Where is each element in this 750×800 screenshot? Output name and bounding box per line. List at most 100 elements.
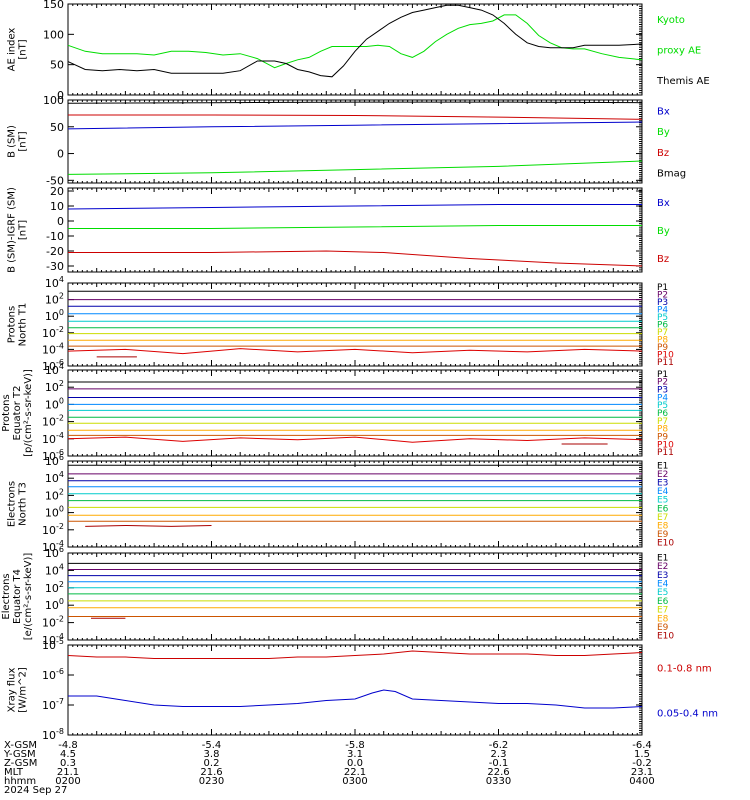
legend-label: E2 (657, 562, 668, 572)
y-axis-label: B (SM) (7, 125, 18, 158)
y-tick-label: 150 (43, 0, 64, 11)
y-tick-label: -10 (46, 230, 64, 243)
y-axis-label: Equator T2 (12, 386, 23, 441)
legend-label: E4 (657, 487, 669, 497)
legend-label: E10 (657, 539, 674, 549)
series-line (68, 689, 643, 709)
footer-row-label: hhmm (4, 776, 36, 787)
y-tick-label-exponent: -2 (56, 522, 64, 531)
footer-value: 21.6 (200, 767, 222, 778)
footer-row-label: X-GSM (4, 740, 37, 751)
y-tick-label: 104 (45, 470, 64, 485)
legend-label: P7 (657, 328, 668, 338)
legend-label: P3 (657, 386, 668, 396)
y-tick-label-exponent: 4 (59, 470, 64, 479)
legend-label: P2 (657, 290, 668, 300)
y-tick-label-base: 10 (42, 669, 56, 682)
footer-value: -0.2 (632, 758, 652, 769)
legend-label: P10 (657, 440, 674, 450)
y-tick-label-base: 10 (42, 450, 56, 463)
y-tick-label: 50 (50, 121, 64, 134)
y-tick-label: 10-4 (42, 539, 64, 554)
footer-value: 1.5 (634, 749, 650, 760)
legend-label: E9 (657, 623, 669, 633)
panel-frame (67, 3, 643, 96)
footer-value: 23.1 (631, 767, 653, 778)
y-tick-label: -30 (46, 260, 64, 273)
y-axis-label: North T3 (18, 482, 29, 526)
y-tick-label-exponent: 0 (59, 308, 64, 317)
legend-label: E1 (657, 553, 668, 563)
y-tick-label-exponent: -4 (56, 431, 64, 440)
legend-label: Kyoto (657, 15, 685, 26)
y-tick-label: 0 (57, 148, 64, 161)
legend-label: P1 (657, 283, 668, 293)
series-line (67, 101, 643, 104)
legend-label: 0.05-0.4 nm (657, 709, 718, 720)
y-tick-label-base: 10 (45, 381, 59, 394)
footer-value: 2.3 (491, 749, 507, 760)
footer-value: -6.2 (489, 740, 509, 751)
panel-frame (67, 552, 643, 641)
footer-value: 22.6 (487, 767, 509, 778)
y-tick-label: 10-6 (42, 358, 64, 373)
y-tick-label-exponent: -7 (56, 697, 64, 706)
y-tick-label: 10-2 (42, 414, 64, 429)
y-tick-label-exponent: -4 (56, 539, 64, 548)
legend-label: Bx (657, 198, 670, 209)
legend-label: E6 (657, 597, 669, 607)
y-tick-label: 10-5 (42, 637, 64, 652)
legend-label: proxy AE (657, 46, 701, 57)
y-tick-label-base: 10 (42, 327, 56, 340)
footer-value: 4.5 (60, 749, 76, 760)
series-line (67, 348, 643, 355)
footer-value: 0200 (55, 776, 80, 787)
legend-label: E5 (657, 588, 668, 598)
y-tick-label-base: 10 (45, 489, 59, 502)
legend-label: P5 (657, 401, 668, 411)
footer-value: 0.2 (204, 758, 220, 769)
y-tick-label: 100 (43, 94, 64, 107)
series-line (67, 160, 643, 175)
y-axis-label: [nT] (18, 131, 29, 151)
legend-label: E7 (657, 606, 668, 616)
y-axis-label: Protons (7, 306, 18, 343)
series-line (68, 250, 643, 267)
y-tick-label-base: 10 (45, 294, 59, 307)
y-axis-label: North T1 (18, 303, 29, 347)
y-tick-label-base: 10 (45, 310, 59, 323)
legend-label: P1 (657, 370, 668, 380)
y-tick-label: 10 (50, 200, 64, 213)
y-tick-label-base: 10 (42, 343, 56, 356)
y-tick-label-exponent: 2 (59, 580, 64, 589)
y-tick-label: 20 (50, 185, 64, 198)
y-tick-label: 10-4 (42, 431, 64, 446)
legend-label: E7 (657, 513, 668, 523)
footer-value: 3.1 (347, 749, 363, 760)
y-tick-label: 102 (45, 379, 64, 394)
footer-value: -0.1 (489, 758, 509, 769)
legend-label: P9 (657, 432, 668, 442)
y-tick-label-base: 10 (42, 617, 56, 630)
series-line (67, 204, 642, 210)
y-tick-label-base: 10 (42, 416, 56, 429)
y-tick-label-exponent: -4 (56, 632, 64, 641)
legend-label: E6 (657, 504, 669, 514)
y-tick-label: 10-7 (42, 697, 64, 712)
y-tick-label-exponent: -2 (56, 615, 64, 624)
footer-value: -4.8 (58, 740, 78, 751)
y-axis-label: [nT] (18, 220, 29, 240)
legend-label: E5 (657, 496, 668, 506)
y-axis-label: B (SM)-IGRF (SM) (7, 187, 18, 273)
series-line (68, 114, 643, 120)
legend-label: P4 (657, 305, 668, 315)
y-tick-label-exponent: 2 (59, 292, 64, 301)
y-tick-label: 0 (57, 89, 64, 102)
y-tick-label-exponent: 0 (59, 597, 64, 606)
y-tick-label: 0 (57, 215, 64, 228)
y-tick-label: 100 (45, 597, 64, 612)
